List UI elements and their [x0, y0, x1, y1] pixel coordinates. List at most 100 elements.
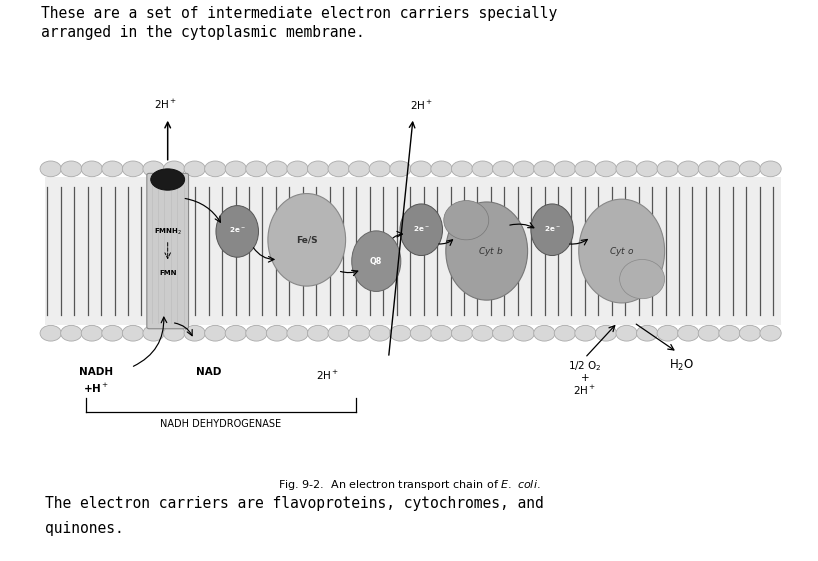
Ellipse shape: [616, 325, 637, 341]
Ellipse shape: [143, 161, 164, 177]
Ellipse shape: [443, 200, 488, 240]
Ellipse shape: [184, 161, 205, 177]
Text: NADH DEHYDROGENASE: NADH DEHYDROGENASE: [160, 419, 281, 429]
Ellipse shape: [143, 325, 164, 341]
Ellipse shape: [533, 325, 555, 341]
Ellipse shape: [657, 161, 678, 177]
Ellipse shape: [225, 161, 246, 177]
Ellipse shape: [657, 325, 678, 341]
Ellipse shape: [760, 325, 781, 341]
Text: NAD: NAD: [196, 367, 222, 378]
Ellipse shape: [151, 169, 185, 190]
Ellipse shape: [348, 325, 370, 341]
Text: Q8: Q8: [370, 256, 383, 266]
Ellipse shape: [616, 161, 637, 177]
Text: 2H$^+$: 2H$^+$: [410, 99, 433, 112]
Ellipse shape: [760, 161, 781, 177]
Ellipse shape: [369, 161, 390, 177]
Ellipse shape: [101, 161, 123, 177]
Ellipse shape: [446, 202, 528, 300]
Ellipse shape: [204, 161, 226, 177]
Ellipse shape: [677, 325, 699, 341]
Ellipse shape: [369, 325, 390, 341]
Ellipse shape: [492, 161, 514, 177]
Text: 2e$^-$: 2e$^-$: [544, 223, 560, 233]
Ellipse shape: [596, 161, 617, 177]
Ellipse shape: [267, 194, 346, 286]
Ellipse shape: [533, 161, 555, 177]
Text: 2H$^+$: 2H$^+$: [316, 369, 339, 382]
Ellipse shape: [101, 325, 123, 341]
Ellipse shape: [555, 325, 576, 341]
Ellipse shape: [123, 325, 144, 341]
Ellipse shape: [61, 161, 82, 177]
Ellipse shape: [287, 161, 308, 177]
Ellipse shape: [575, 325, 596, 341]
Ellipse shape: [636, 325, 658, 341]
Ellipse shape: [267, 325, 288, 341]
Text: NADH: NADH: [79, 367, 114, 378]
Text: +: +: [581, 373, 589, 383]
Ellipse shape: [308, 325, 329, 341]
Ellipse shape: [411, 325, 432, 341]
Ellipse shape: [739, 325, 761, 341]
Ellipse shape: [164, 325, 185, 341]
Ellipse shape: [452, 325, 473, 341]
Ellipse shape: [389, 325, 411, 341]
Text: +H$^+$: +H$^+$: [83, 381, 110, 394]
Ellipse shape: [596, 325, 617, 341]
Ellipse shape: [40, 161, 61, 177]
Text: Fe/S: Fe/S: [296, 235, 317, 245]
Ellipse shape: [699, 161, 720, 177]
Ellipse shape: [123, 161, 144, 177]
Text: 2H$^+$: 2H$^+$: [573, 384, 596, 397]
Ellipse shape: [513, 161, 534, 177]
Ellipse shape: [389, 161, 411, 177]
Ellipse shape: [308, 161, 329, 177]
Ellipse shape: [620, 260, 664, 298]
Ellipse shape: [555, 161, 576, 177]
Ellipse shape: [328, 161, 349, 177]
Ellipse shape: [267, 161, 288, 177]
Ellipse shape: [348, 161, 370, 177]
Ellipse shape: [216, 206, 258, 257]
Ellipse shape: [245, 325, 267, 341]
Ellipse shape: [328, 325, 349, 341]
Text: H$_2$O: H$_2$O: [669, 358, 694, 373]
Ellipse shape: [164, 161, 185, 177]
Ellipse shape: [40, 325, 61, 341]
Ellipse shape: [739, 161, 761, 177]
Ellipse shape: [699, 325, 720, 341]
Text: 2H$^+$: 2H$^+$: [155, 98, 178, 111]
Text: 2e$^-$: 2e$^-$: [229, 225, 245, 234]
Text: 2e$^-$: 2e$^-$: [413, 223, 429, 233]
Text: FMNH$_2$: FMNH$_2$: [154, 226, 182, 237]
Ellipse shape: [579, 199, 665, 303]
Ellipse shape: [81, 161, 102, 177]
Text: quinones.: quinones.: [45, 521, 124, 536]
Ellipse shape: [677, 161, 699, 177]
Ellipse shape: [575, 161, 596, 177]
Ellipse shape: [400, 204, 443, 255]
Text: Fig. 9-2.  An electron transport chain of $\mathit{E.\ coli}$.: Fig. 9-2. An electron transport chain of…: [278, 478, 540, 492]
Bar: [45, 177, 781, 325]
Ellipse shape: [513, 325, 534, 341]
Ellipse shape: [719, 325, 740, 341]
Ellipse shape: [636, 161, 658, 177]
Ellipse shape: [411, 161, 432, 177]
Ellipse shape: [492, 325, 514, 341]
Ellipse shape: [719, 161, 740, 177]
Ellipse shape: [472, 325, 493, 341]
Ellipse shape: [225, 325, 246, 341]
FancyBboxPatch shape: [147, 173, 188, 329]
Ellipse shape: [452, 161, 473, 177]
Text: Cyt $o$: Cyt $o$: [609, 245, 634, 257]
Text: The electron carriers are flavoproteins, cytochromes, and: The electron carriers are flavoproteins,…: [45, 496, 544, 512]
Ellipse shape: [431, 161, 452, 177]
Text: FMN: FMN: [159, 270, 177, 277]
Text: These are a set of intermediate electron carriers specially
arranged in the cyto: These are a set of intermediate electron…: [41, 6, 557, 40]
Ellipse shape: [184, 325, 205, 341]
Ellipse shape: [431, 325, 452, 341]
Text: Cyt $b$: Cyt $b$: [479, 245, 503, 257]
Ellipse shape: [352, 231, 401, 292]
